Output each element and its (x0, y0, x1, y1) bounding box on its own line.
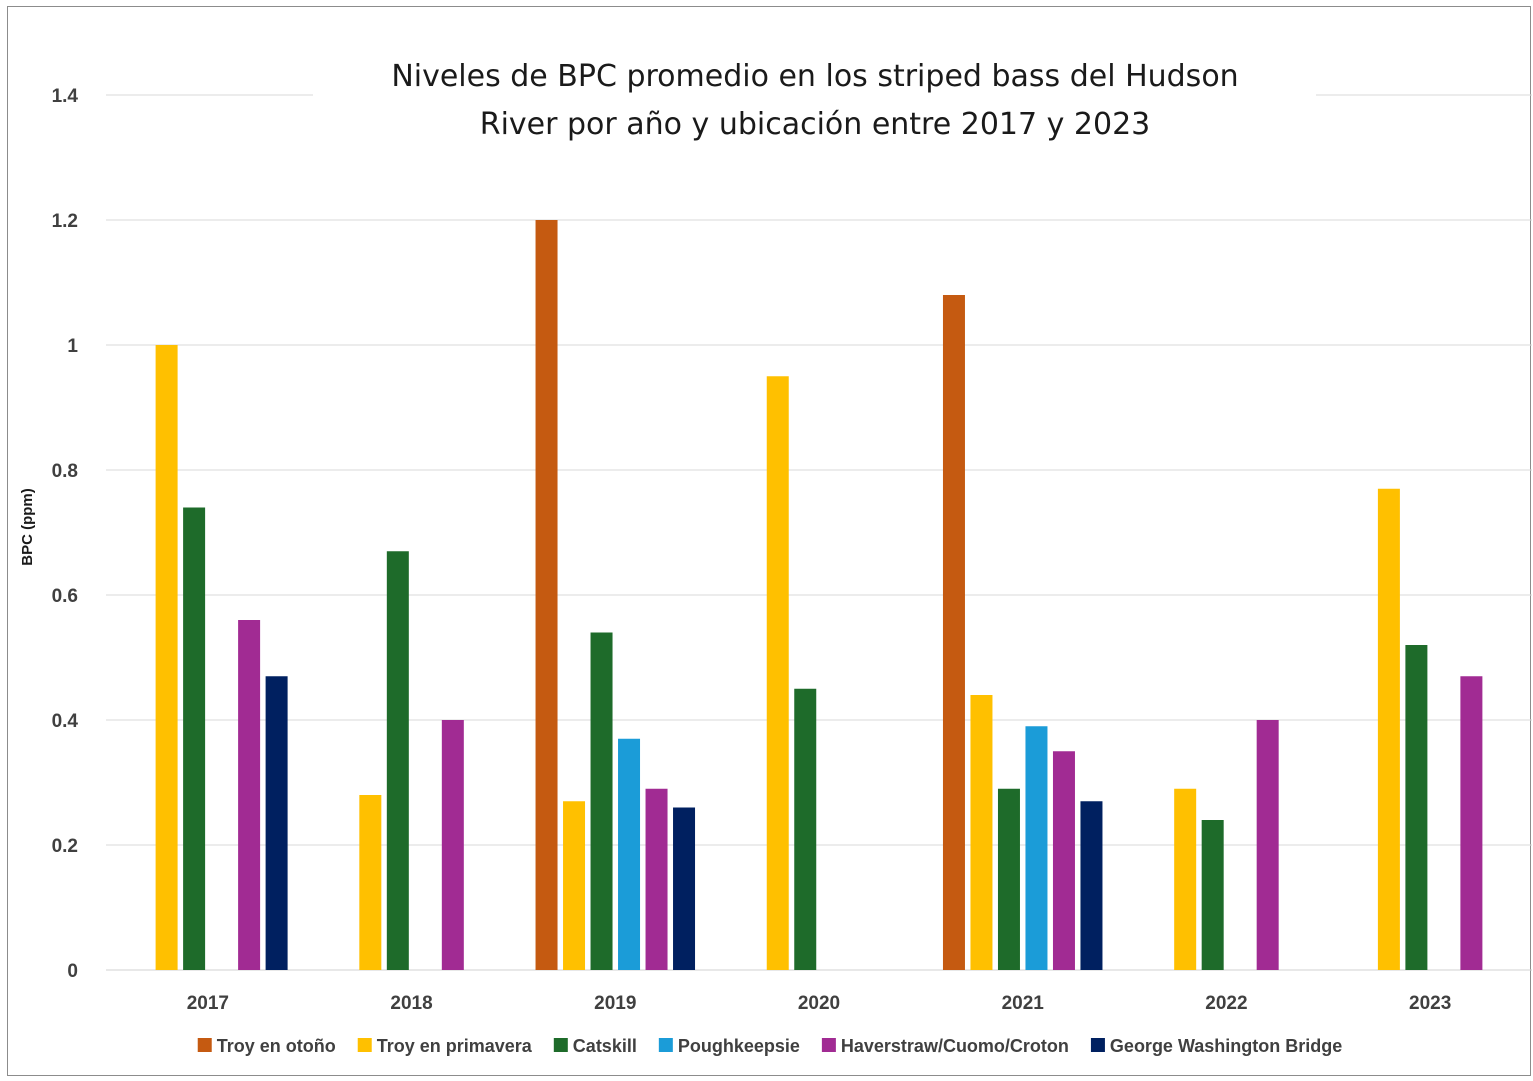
y-tick-label: 1.2 (52, 211, 78, 232)
bar-haverstraw-cuomo-croton-2021 (1052, 751, 1075, 970)
bar-troy-en-primavera-2023 (1377, 488, 1400, 970)
bar-poughkeepsie-2021 (1025, 726, 1048, 970)
bars (155, 220, 1483, 970)
chart-frame: 0 0.2 0.4 0.6 0.8 1 1.2 1.4 2017 2018 2019 2020 202… (7, 6, 1532, 1076)
legend-label: George Washington Bridge (1110, 1036, 1342, 1056)
bar-poughkeepsie-2019 (618, 738, 641, 970)
bar-troy-en-primavera-2019 (563, 801, 586, 970)
y-tick-label: 0.6 (52, 586, 78, 607)
y-tick-label: 1 (67, 336, 78, 357)
y-axis-title: BPC (ppm) (19, 488, 36, 566)
y-tick-label: 0.2 (52, 836, 78, 857)
legend-item: Catskill (553, 1036, 637, 1056)
bar-troy-en-oto-o-2021 (942, 295, 965, 970)
x-category-label: 2018 (390, 993, 432, 1014)
legend-label: Haverstraw/Cuomo/Croton (841, 1036, 1069, 1056)
bar-haverstraw-cuomo-croton-2023 (1460, 676, 1483, 970)
legend-item: George Washington Bridge (1090, 1036, 1342, 1056)
bar-george-washington-bridge-2017 (265, 676, 288, 970)
x-category-label: 2020 (798, 993, 840, 1014)
bar-troy-en-oto-o-2019 (535, 220, 558, 970)
bar-haverstraw-cuomo-croton-2019 (645, 788, 668, 970)
x-category-label: 2019 (594, 993, 636, 1014)
legend: Troy en otoño Troy en primavera Catskill Po… (197, 1036, 1342, 1056)
legend-label: Catskill (573, 1036, 637, 1056)
y-tick-label: 0.4 (52, 711, 79, 732)
y-axis-ticks: 0 0.2 0.4 0.6 0.8 1 1.2 1.4 (52, 86, 79, 982)
legend-label: Troy en primavera (377, 1036, 533, 1056)
title-background (313, 57, 1316, 152)
x-category-label: 2017 (187, 993, 229, 1014)
bar-troy-en-primavera-2017 (155, 345, 178, 970)
x-axis-categories: 2017 2018 2019 2020 2021 2022 2023 (187, 993, 1452, 1014)
legend-label: Poughkeepsie (678, 1036, 800, 1056)
bar-catskill-2020 (794, 688, 817, 970)
bar-catskill-2021 (997, 788, 1020, 970)
y-tick-label: 1.4 (52, 86, 79, 107)
bar-george-washington-bridge-2021 (1080, 801, 1103, 970)
x-category-label: 2022 (1205, 993, 1247, 1014)
legend-item: Poughkeepsie (658, 1036, 800, 1056)
legend-item: Troy en primavera (357, 1036, 533, 1056)
x-category-label: 2023 (1409, 993, 1451, 1014)
y-tick-label: 0.8 (52, 461, 78, 482)
legend-swatch (658, 1038, 673, 1052)
bar-troy-en-primavera-2018 (359, 795, 382, 970)
legend-item: Haverstraw/Cuomo/Croton (821, 1036, 1069, 1056)
bar-catskill-2018 (386, 551, 409, 970)
y-tick-label: 0 (67, 961, 78, 982)
legend-swatch (1090, 1038, 1105, 1052)
bar-catskill-2022 (1201, 820, 1224, 970)
legend-swatch (553, 1038, 568, 1052)
chart-title-line-1: Niveles de BPC promedio en los striped b… (391, 59, 1238, 94)
bar-haverstraw-cuomo-croton-2017 (238, 620, 261, 970)
bar-troy-en-primavera-2021 (970, 695, 993, 970)
bar-haverstraw-cuomo-croton-2018 (441, 720, 464, 970)
bar-troy-en-primavera-2022 (1174, 788, 1197, 970)
legend-swatch (357, 1038, 372, 1052)
chart-title-line-2: River por año y ubicación entre 2017 y 2… (480, 107, 1151, 142)
legend-item: Troy en otoño (197, 1036, 336, 1056)
legend-swatch (821, 1038, 836, 1052)
bar-catskill-2023 (1405, 645, 1428, 970)
bar-chart: 0 0.2 0.4 0.6 0.8 1 1.2 1.4 2017 2018 2019 2020 202… (19, 57, 1532, 1056)
bar-catskill-2017 (183, 507, 206, 970)
bar-troy-en-primavera-2020 (766, 376, 789, 970)
gridlines (106, 94, 1532, 971)
bar-catskill-2019 (590, 632, 613, 970)
legend-label: Troy en otoño (217, 1036, 336, 1056)
bar-haverstraw-cuomo-croton-2022 (1256, 720, 1279, 970)
x-category-label: 2021 (1002, 993, 1045, 1014)
bar-george-washington-bridge-2019 (673, 807, 696, 970)
legend-swatch (197, 1038, 212, 1052)
